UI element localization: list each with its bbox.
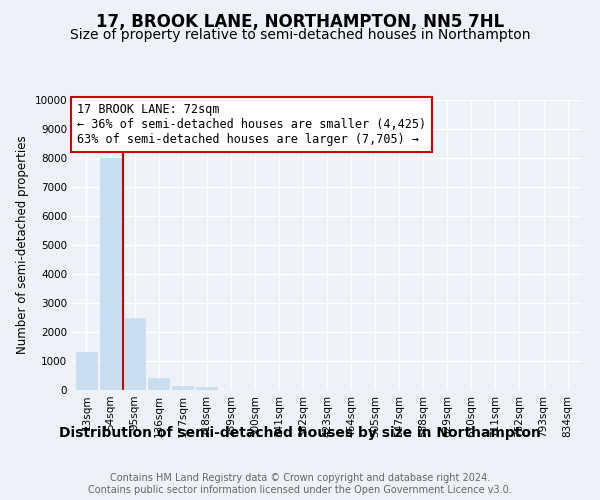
Text: Contains HM Land Registry data © Crown copyright and database right 2024.
Contai: Contains HM Land Registry data © Crown c…: [88, 474, 512, 495]
Text: Distribution of semi-detached houses by size in Northampton: Distribution of semi-detached houses by …: [59, 426, 541, 440]
Text: 17 BROOK LANE: 72sqm
← 36% of semi-detached houses are smaller (4,425)
63% of se: 17 BROOK LANE: 72sqm ← 36% of semi-detac…: [77, 103, 426, 146]
Y-axis label: Number of semi-detached properties: Number of semi-detached properties: [16, 136, 29, 354]
Bar: [76, 352, 97, 390]
Text: 17, BROOK LANE, NORTHAMPTON, NN5 7HL: 17, BROOK LANE, NORTHAMPTON, NN5 7HL: [96, 12, 504, 30]
Text: Size of property relative to semi-detached houses in Northampton: Size of property relative to semi-detach…: [70, 28, 530, 42]
Bar: [196, 387, 217, 390]
Bar: [124, 318, 145, 390]
Bar: [172, 386, 193, 390]
Bar: [100, 158, 121, 390]
Bar: [148, 378, 169, 390]
